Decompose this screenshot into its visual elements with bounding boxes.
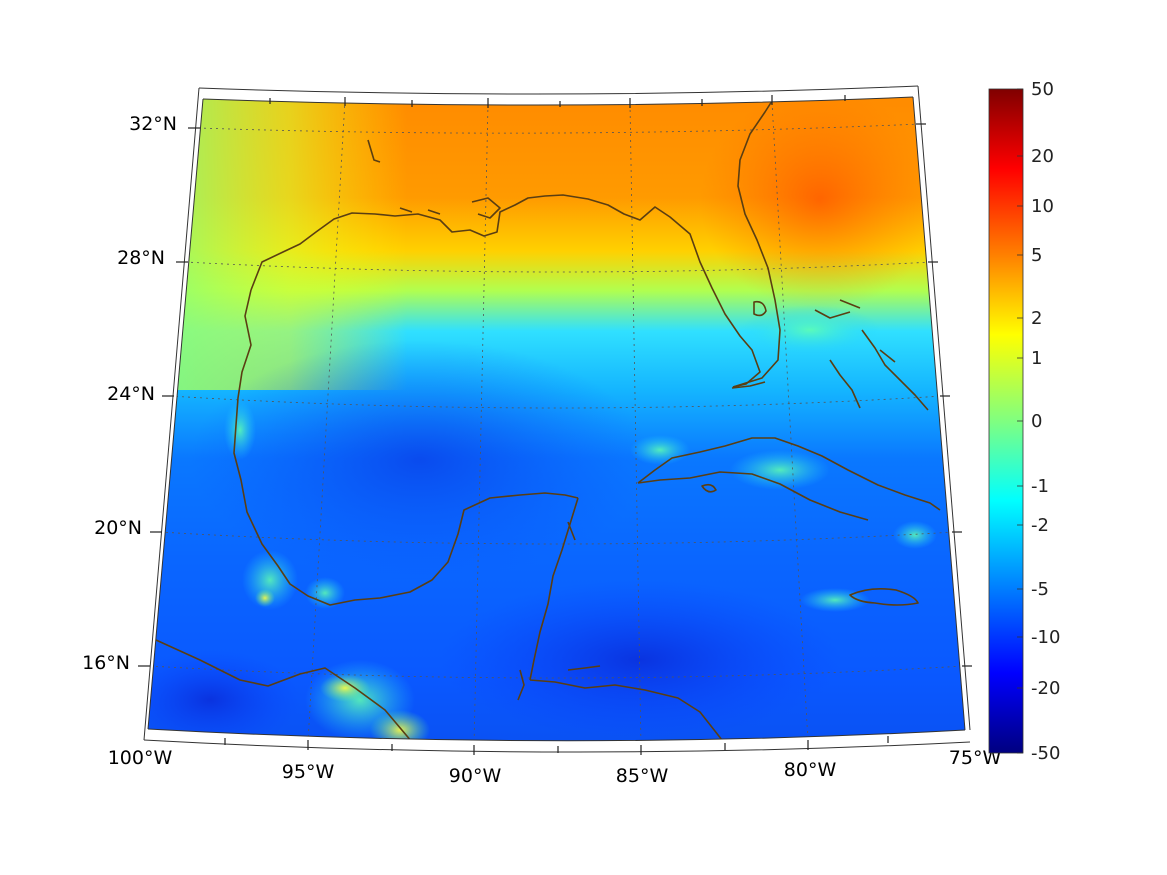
florida-atlantic-coast	[732, 100, 781, 388]
colorbar-tick-label: 20	[1031, 146, 1054, 167]
colorbar-tick-label: 1	[1031, 348, 1042, 369]
isle-of-youth	[701, 483, 717, 493]
colorbar-tick-label: -5	[1031, 579, 1049, 600]
bahamas	[814, 299, 929, 411]
longitude-labels: 100°W 95°W 90°W 85°W 80°W 75°W	[108, 747, 1002, 787]
colorbar-tick-label: 0	[1031, 411, 1042, 432]
mexico-gulf-coast	[233, 289, 579, 606]
colorbar-tick-label: 2	[1031, 308, 1042, 329]
data-field	[148, 97, 965, 741]
coastlines	[155, 100, 941, 741]
central-america-coast	[529, 679, 723, 741]
keys	[731, 381, 766, 389]
colorbar-tick-label: -20	[1031, 678, 1060, 699]
lat-label: 20°N	[94, 517, 142, 539]
barrier-islands	[367, 139, 441, 215]
lat-label: 16°N	[82, 652, 130, 674]
lon-label: 100°W	[108, 747, 173, 769]
cuba	[637, 437, 941, 521]
colorbar-tick-label: 10	[1031, 196, 1054, 217]
cozumel	[567, 521, 576, 541]
lat-label: 24°N	[107, 383, 155, 405]
lake-okeechobee	[753, 300, 767, 317]
colorbar-tick-label: -10	[1031, 627, 1060, 648]
belize-cays	[517, 669, 525, 701]
colorbar-tick-label: 5	[1031, 245, 1042, 266]
lon-label: 75°W	[949, 747, 1002, 769]
lon-label: 80°W	[784, 759, 837, 781]
lat-label: 32°N	[129, 113, 177, 135]
latitude-labels: 32°N 28°N 24°N 20°N 16°N	[82, 113, 177, 674]
frame-ticks	[138, 95, 972, 755]
colorbar-tick-label: 50	[1031, 79, 1054, 100]
us-gulf-coast	[250, 194, 761, 388]
graticule	[149, 99, 965, 741]
yucatan-east-coast	[529, 497, 579, 681]
lat-label: 28°N	[117, 247, 165, 269]
colorbar-tick-label: -1	[1031, 476, 1049, 497]
honduras-islands	[567, 665, 601, 671]
colorbar-tick-label: -2	[1031, 515, 1049, 536]
colorbar-tick-label: -50	[1031, 743, 1060, 764]
mississippi-delta	[471, 197, 501, 219]
lon-label: 85°W	[616, 765, 669, 787]
jamaica	[849, 588, 919, 606]
pacific-coast	[155, 639, 413, 741]
lon-label: 95°W	[282, 761, 335, 783]
lon-label: 90°W	[449, 765, 502, 787]
